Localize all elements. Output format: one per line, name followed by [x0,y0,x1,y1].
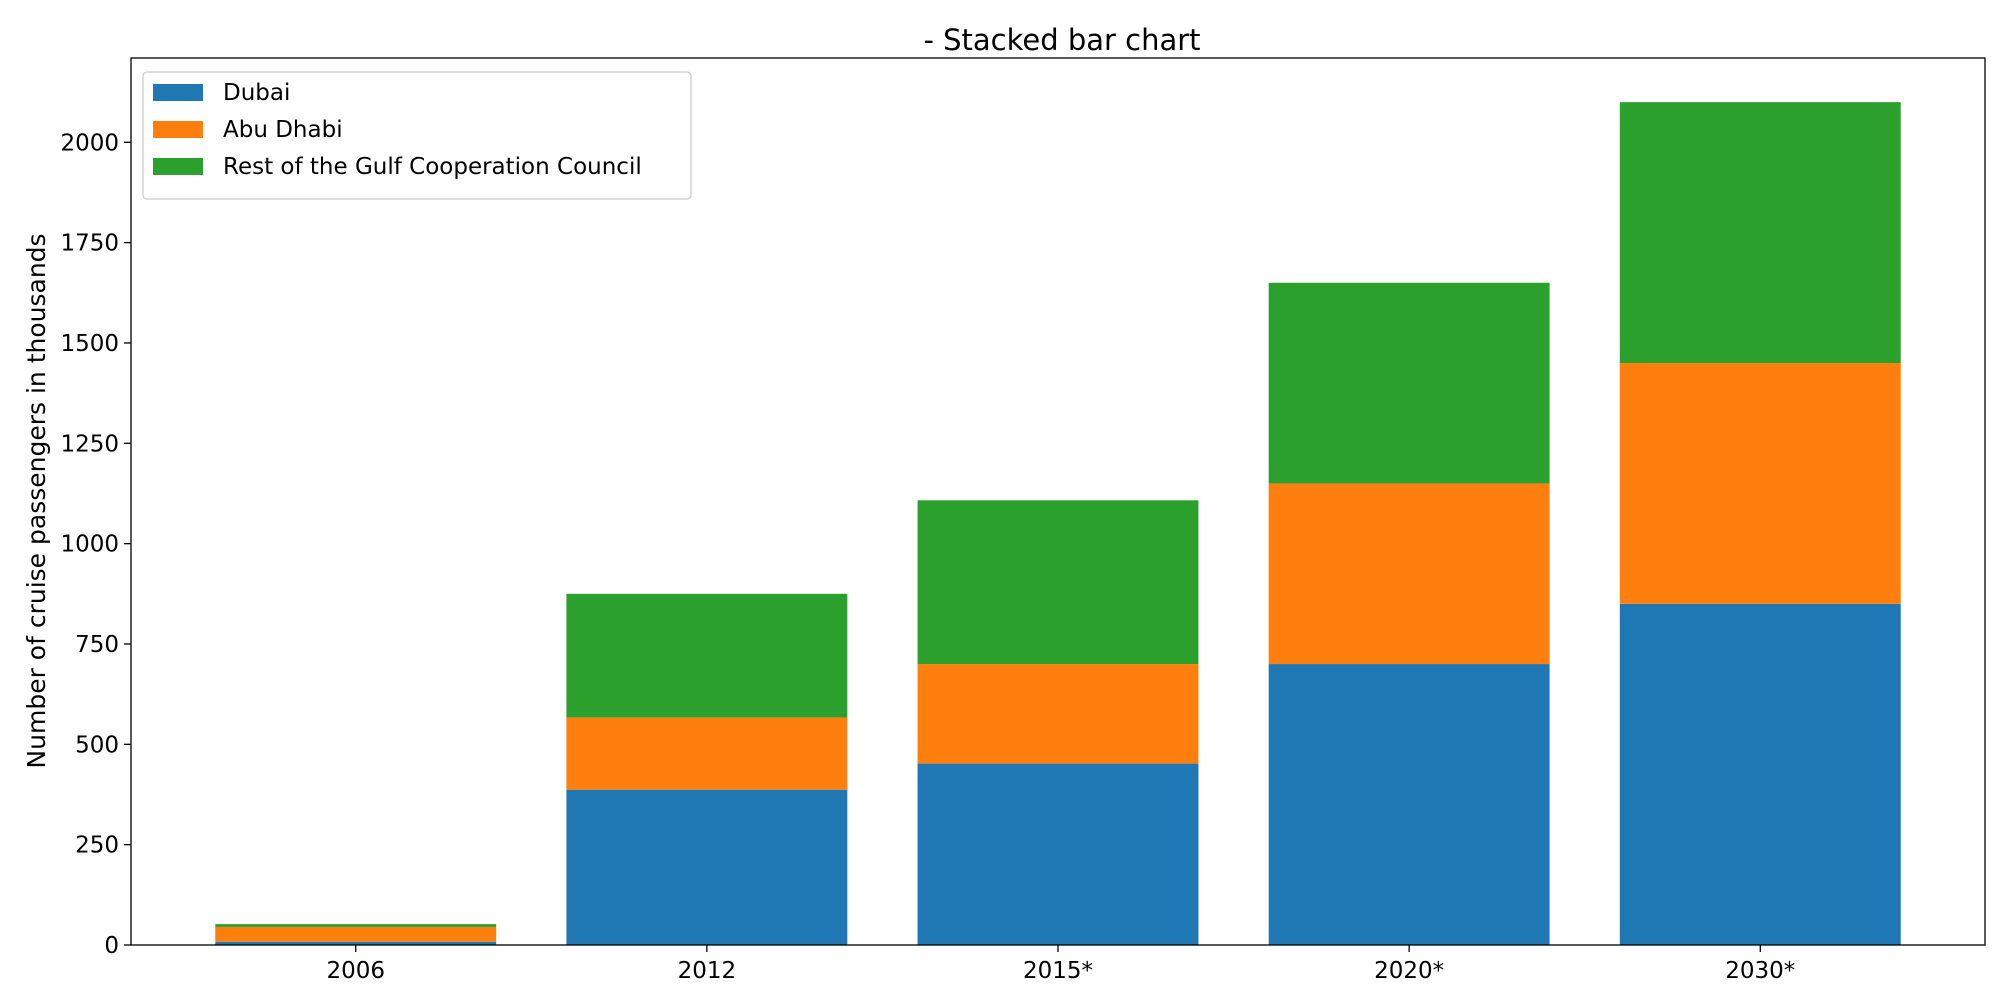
bar-segment-abu-dhabi-2030 [1619,363,1901,604]
y-tick-label: 500 [75,732,119,758]
x-tick-label: 2020* [1374,958,1444,984]
x-tick-label: 2015* [1023,958,1093,984]
bar-segment-rest-of-the-gulf-cooperation-council-2015 [917,500,1199,665]
bar-segment-abu-dhabi-2020 [1268,483,1550,665]
y-tick-label: 1750 [60,231,119,257]
bar-segment-abu-dhabi-2015 [917,664,1199,764]
legend-box [142,71,692,200]
axes-layer: 0 250 500 750 1000 1250 1500 1750 2000 2006 2012 20… [60,57,1986,984]
bar-segment-abu-dhabi-2012 [566,717,848,790]
y-tick-label: 250 [75,833,119,859]
bar-segment-dubai-2015 [917,763,1199,945]
y-tick-label: 1250 [60,431,119,457]
bar-segment-rest-of-the-gulf-cooperation-council-2030 [1619,102,1901,364]
y-tick-label: 1000 [60,532,119,558]
legend-swatch-rest-of-the-gulf-cooperation-council [153,158,203,175]
y-tick-label: 750 [75,632,119,658]
bar-segment-rest-of-the-gulf-cooperation-council-2006 [215,924,497,927]
bar-segment-rest-of-the-gulf-cooperation-council-2020 [1268,282,1550,484]
x-tick-label: 2030* [1725,958,1795,984]
y-tick-label: 0 [104,933,119,959]
bar-segment-dubai-2012 [566,789,848,945]
legend-swatch-dubai [153,84,203,101]
legend-swatch-abu-dhabi [153,121,203,138]
y-tick-label: 2000 [60,130,119,156]
bars-layer [215,102,1901,945]
x-tick-label: 2006 [326,958,385,984]
bar-segment-dubai-2030 [1619,603,1901,945]
bar-segment-rest-of-the-gulf-cooperation-council-2012 [566,593,848,718]
bar-segment-dubai-2020 [1268,664,1550,945]
legend: Dubai Abu Dhabi Rest of the Gulf Cooperati… [142,71,692,200]
x-tick-label: 2012 [678,958,737,984]
legend-label: Abu Dhabi [223,117,343,143]
legend-label: Dubai [223,80,290,106]
y-tick-label: 1500 [60,331,119,357]
bar-segment-abu-dhabi-2006 [215,926,497,942]
chart-title: - Stacked bar chart [923,23,1200,57]
y-axis-label: Number of cruise passengers in thousands [22,233,51,768]
legend-label: Rest of the Gulf Cooperation Council [223,154,642,180]
bar-segment-dubai-2006 [215,941,497,945]
